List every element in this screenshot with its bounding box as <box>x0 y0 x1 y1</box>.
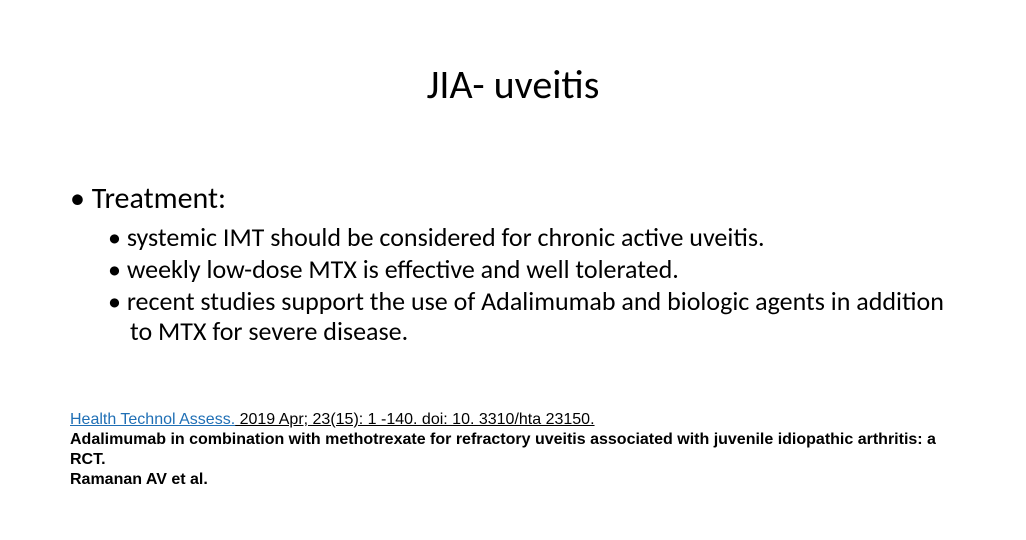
citation-journal: Health Technol Assess. <box>70 411 235 428</box>
citation-ref: 2019 Apr; 23(15): 1 -140. doi: 10. 3310/… <box>235 411 594 428</box>
citation-reference: Health Technol Assess. 2019 Apr; 23(15):… <box>70 410 950 430</box>
slide: JIA- uveitis Treatment: systemic IMT sho… <box>0 0 1026 540</box>
bullet-item: systemic IMT should be considered for ch… <box>100 223 950 253</box>
citation-block: Health Technol Assess. 2019 Apr; 23(15):… <box>70 410 950 490</box>
bullet-item: weekly low-dose MTX is effective and wel… <box>100 255 950 285</box>
body-heading: Treatment: <box>70 180 950 217</box>
citation-title: Adalimumab in combination with methotrex… <box>70 430 950 470</box>
slide-body: Treatment: systemic IMT should be consid… <box>70 180 950 349</box>
citation-authors: Ramanan AV et al. <box>70 470 950 490</box>
bullet-item: recent studies support the use of Adalim… <box>100 287 950 347</box>
slide-title: JIA- uveitis <box>0 60 1026 109</box>
